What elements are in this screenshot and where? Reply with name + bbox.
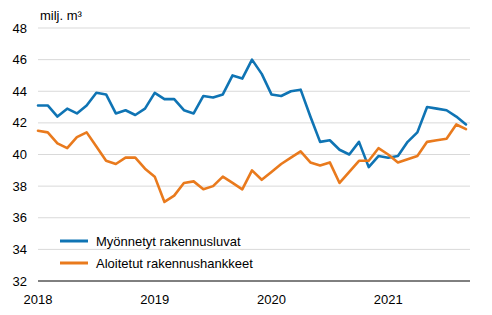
x-tick-label: 2020 [257,292,286,307]
y-tick-label: 42 [13,115,27,130]
grid-line [38,249,470,250]
grid-line [38,59,470,60]
x-axis-line [38,281,470,282]
y-tick-label: 38 [13,179,27,194]
series-line [38,124,466,201]
grid-line [38,28,470,29]
legend-label: Aloitetut rakennushankkeet [96,256,253,271]
grid-line [38,186,470,187]
legend-label: Myönnetyt rakennusluvat [96,234,241,249]
y-tick-label: 36 [13,210,27,225]
legend-swatch [60,240,88,243]
y-axis-label: milj. m³ [40,8,83,23]
y-tick-label: 34 [13,242,27,257]
x-tick-label: 2018 [24,292,53,307]
x-tick-label: 2021 [374,292,403,307]
y-tick-label: 40 [13,147,27,162]
grid-line [38,217,470,218]
x-tick-label: 2019 [140,292,169,307]
chart: 32 34 36 38 40 42 44 46 48 milj. m³ 2018 2019 2020 20… [0,0,492,315]
y-tick-label: 44 [13,84,27,99]
y-tick-label: 46 [13,52,27,67]
plot-lines [38,60,466,202]
series-line [38,60,466,168]
grid-line [38,91,470,92]
y-tick-label: 48 [13,21,27,36]
y-tick-label: 32 [13,274,27,289]
grid-line [38,122,470,123]
legend-swatch [60,262,88,265]
